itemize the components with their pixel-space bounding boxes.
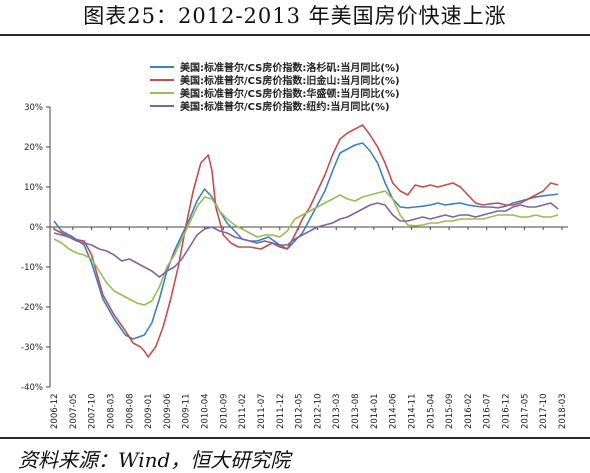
x-tick-label: 2008-03: [106, 393, 116, 429]
series-line-2: [53, 124, 559, 358]
x-tick-label: 2012-10: [313, 393, 323, 429]
x-tick-label: 2007-05: [69, 393, 79, 429]
x-tick-label: 2013-03: [332, 393, 342, 429]
x-tick-label: 2009-11: [182, 393, 192, 429]
x-tick-label: 2014-11: [407, 393, 417, 429]
chart-legend: 美国:标准普尔/CS房价指数:洛杉矶:当月同比(%)美国:标准普尔/CS房价指数…: [150, 61, 400, 113]
chart-series: [53, 124, 559, 358]
x-tick-label: 2010-04: [201, 393, 211, 429]
series-line-3: [53, 190, 559, 306]
x-tick-label: 2018-03: [558, 393, 568, 429]
x-tick-label: 2006-12: [50, 393, 60, 429]
y-tick-label: 10%: [24, 183, 43, 193]
y-tick-label: 0%: [30, 223, 44, 233]
x-tick-label: 2014-01: [370, 393, 380, 429]
x-tick-label: 2016-12: [502, 393, 512, 429]
source-rule: [0, 437, 590, 439]
y-tick-label: 30%: [24, 103, 43, 113]
x-tick-label: 2011-07: [257, 393, 267, 429]
x-tick-label: 2017-05: [520, 393, 530, 429]
x-tick-label: 2009-06: [163, 393, 173, 429]
x-tick-label: 2015-04: [426, 393, 436, 429]
x-tick-label: 2010-09: [219, 393, 229, 429]
legend-label-2: 美国:标准普尔/CS房价指数:旧金山:当月同比(%): [180, 74, 400, 87]
x-tick-label: 2012-05: [295, 393, 305, 429]
y-tick-label: 20%: [24, 143, 43, 153]
title-rule: [0, 34, 590, 36]
x-tick-label: 2015-09: [445, 393, 455, 429]
x-tick-label: 2007-10: [88, 393, 98, 429]
y-tick-label: -20%: [21, 303, 43, 313]
x-tick-label: 2008-08: [125, 393, 135, 429]
chart-axes: 30% 20% 10% 0% -10% -20% -30% -40% 2006-12 2007-0…: [21, 103, 568, 429]
x-tick-label: 2009-01: [144, 393, 154, 429]
legend-label-4: 美国:标准普尔/CS房价指数:纽约:当月同比(%): [180, 100, 390, 113]
legend-label-1: 美国:标准普尔/CS房价指数:洛杉矶:当月同比(%): [180, 61, 400, 74]
x-tick-label: 2017-10: [539, 393, 549, 429]
x-tick-label: 2013-08: [351, 393, 361, 429]
series-line-4: [53, 202, 559, 278]
x-tick-label: 2011-12: [276, 393, 286, 429]
x-tick-label: 2011-02: [238, 393, 248, 429]
series-line-1: [53, 142, 559, 340]
y-tick-label: -40%: [21, 383, 43, 393]
chart-title: 图表25：2012-2013 年美国房价快速上涨: [83, 4, 507, 28]
source-note: 资料来源：Wind，恒大研究院: [18, 448, 291, 472]
x-tick-label: 2016-07: [483, 393, 493, 429]
y-tick-label: -30%: [21, 343, 43, 353]
y-tick-label: -10%: [21, 263, 43, 273]
x-tick-label: 2016-02: [464, 393, 474, 429]
x-tick-label: 2014-06: [389, 393, 399, 429]
legend-label-3: 美国:标准普尔/CS房价指数:华盛顿:当月同比(%): [180, 87, 400, 100]
